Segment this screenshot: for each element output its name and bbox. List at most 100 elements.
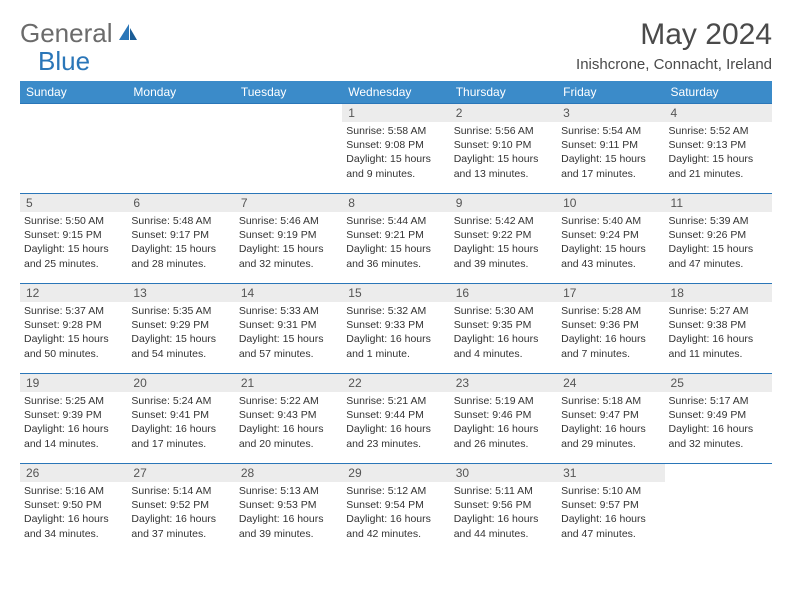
logo-text-1: General xyxy=(20,18,113,49)
day-number: 8 xyxy=(342,194,449,212)
empty-cell xyxy=(127,104,234,194)
day-cell: 8Sunrise: 5:44 AMSunset: 9:21 PMDaylight… xyxy=(342,194,449,284)
day-cell: 20Sunrise: 5:24 AMSunset: 9:41 PMDayligh… xyxy=(127,374,234,464)
day-info: Sunrise: 5:46 AMSunset: 9:19 PMDaylight:… xyxy=(235,212,342,275)
day-cell: 25Sunrise: 5:17 AMSunset: 9:49 PMDayligh… xyxy=(665,374,772,464)
day-number: 11 xyxy=(665,194,772,212)
day-cell: 24Sunrise: 5:18 AMSunset: 9:47 PMDayligh… xyxy=(557,374,664,464)
day-number: 24 xyxy=(557,374,664,392)
empty-cell xyxy=(20,104,127,194)
day-cell: 5Sunrise: 5:50 AMSunset: 9:15 PMDaylight… xyxy=(20,194,127,284)
logo-text-2: Blue xyxy=(38,46,90,77)
day-number: 19 xyxy=(20,374,127,392)
day-cell: 31Sunrise: 5:10 AMSunset: 9:57 PMDayligh… xyxy=(557,464,664,554)
day-cell: 19Sunrise: 5:25 AMSunset: 9:39 PMDayligh… xyxy=(20,374,127,464)
day-cell: 12Sunrise: 5:37 AMSunset: 9:28 PMDayligh… xyxy=(20,284,127,374)
day-cell: 1Sunrise: 5:58 AMSunset: 9:08 PMDaylight… xyxy=(342,104,449,194)
day-info: Sunrise: 5:28 AMSunset: 9:36 PMDaylight:… xyxy=(557,302,664,365)
day-info: Sunrise: 5:27 AMSunset: 9:38 PMDaylight:… xyxy=(665,302,772,365)
calendar-body: 1Sunrise: 5:58 AMSunset: 9:08 PMDaylight… xyxy=(20,104,772,554)
weekday-header: Sunday xyxy=(20,81,127,104)
day-cell: 17Sunrise: 5:28 AMSunset: 9:36 PMDayligh… xyxy=(557,284,664,374)
day-info: Sunrise: 5:11 AMSunset: 9:56 PMDaylight:… xyxy=(450,482,557,545)
day-number: 5 xyxy=(20,194,127,212)
day-number: 26 xyxy=(20,464,127,482)
page-title: May 2024 xyxy=(640,18,772,52)
day-number: 16 xyxy=(450,284,557,302)
day-info: Sunrise: 5:58 AMSunset: 9:08 PMDaylight:… xyxy=(342,122,449,185)
day-number: 20 xyxy=(127,374,234,392)
day-info: Sunrise: 5:30 AMSunset: 9:35 PMDaylight:… xyxy=(450,302,557,365)
day-cell: 4Sunrise: 5:52 AMSunset: 9:13 PMDaylight… xyxy=(665,104,772,194)
day-cell: 13Sunrise: 5:35 AMSunset: 9:29 PMDayligh… xyxy=(127,284,234,374)
empty-cell xyxy=(235,104,342,194)
day-number: 3 xyxy=(557,104,664,122)
day-info: Sunrise: 5:32 AMSunset: 9:33 PMDaylight:… xyxy=(342,302,449,365)
day-number: 2 xyxy=(450,104,557,122)
day-info: Sunrise: 5:24 AMSunset: 9:41 PMDaylight:… xyxy=(127,392,234,455)
day-number: 30 xyxy=(450,464,557,482)
day-info: Sunrise: 5:19 AMSunset: 9:46 PMDaylight:… xyxy=(450,392,557,455)
day-cell: 14Sunrise: 5:33 AMSunset: 9:31 PMDayligh… xyxy=(235,284,342,374)
day-info: Sunrise: 5:37 AMSunset: 9:28 PMDaylight:… xyxy=(20,302,127,365)
calendar-table: SundayMondayTuesdayWednesdayThursdayFrid… xyxy=(20,81,772,554)
day-info: Sunrise: 5:44 AMSunset: 9:21 PMDaylight:… xyxy=(342,212,449,275)
day-cell: 23Sunrise: 5:19 AMSunset: 9:46 PMDayligh… xyxy=(450,374,557,464)
day-number: 12 xyxy=(20,284,127,302)
day-number: 18 xyxy=(665,284,772,302)
day-info: Sunrise: 5:48 AMSunset: 9:17 PMDaylight:… xyxy=(127,212,234,275)
day-cell: 26Sunrise: 5:16 AMSunset: 9:50 PMDayligh… xyxy=(20,464,127,554)
calendar-row: 1Sunrise: 5:58 AMSunset: 9:08 PMDaylight… xyxy=(20,104,772,194)
calendar-row: 26Sunrise: 5:16 AMSunset: 9:50 PMDayligh… xyxy=(20,464,772,554)
day-number: 4 xyxy=(665,104,772,122)
day-number: 17 xyxy=(557,284,664,302)
calendar-row: 19Sunrise: 5:25 AMSunset: 9:39 PMDayligh… xyxy=(20,374,772,464)
logo: General xyxy=(20,18,139,49)
weekday-header: Saturday xyxy=(665,81,772,104)
day-cell: 16Sunrise: 5:30 AMSunset: 9:35 PMDayligh… xyxy=(450,284,557,374)
day-number: 27 xyxy=(127,464,234,482)
day-number: 28 xyxy=(235,464,342,482)
day-number: 21 xyxy=(235,374,342,392)
day-info: Sunrise: 5:16 AMSunset: 9:50 PMDaylight:… xyxy=(20,482,127,545)
day-cell: 10Sunrise: 5:40 AMSunset: 9:24 PMDayligh… xyxy=(557,194,664,284)
day-info: Sunrise: 5:12 AMSunset: 9:54 PMDaylight:… xyxy=(342,482,449,545)
day-cell: 29Sunrise: 5:12 AMSunset: 9:54 PMDayligh… xyxy=(342,464,449,554)
day-number: 9 xyxy=(450,194,557,212)
day-cell: 28Sunrise: 5:13 AMSunset: 9:53 PMDayligh… xyxy=(235,464,342,554)
weekday-header: Thursday xyxy=(450,81,557,104)
location-subtitle: Inishcrone, Connacht, Ireland xyxy=(20,56,772,73)
day-number: 29 xyxy=(342,464,449,482)
day-cell: 3Sunrise: 5:54 AMSunset: 9:11 PMDaylight… xyxy=(557,104,664,194)
day-info: Sunrise: 5:22 AMSunset: 9:43 PMDaylight:… xyxy=(235,392,342,455)
sail-icon xyxy=(117,18,139,49)
day-info: Sunrise: 5:54 AMSunset: 9:11 PMDaylight:… xyxy=(557,122,664,185)
day-number: 13 xyxy=(127,284,234,302)
day-cell: 30Sunrise: 5:11 AMSunset: 9:56 PMDayligh… xyxy=(450,464,557,554)
day-number: 15 xyxy=(342,284,449,302)
day-info: Sunrise: 5:35 AMSunset: 9:29 PMDaylight:… xyxy=(127,302,234,365)
day-number: 31 xyxy=(557,464,664,482)
weekday-header: Tuesday xyxy=(235,81,342,104)
weekday-header: Wednesday xyxy=(342,81,449,104)
day-cell: 2Sunrise: 5:56 AMSunset: 9:10 PMDaylight… xyxy=(450,104,557,194)
day-info: Sunrise: 5:25 AMSunset: 9:39 PMDaylight:… xyxy=(20,392,127,455)
day-info: Sunrise: 5:33 AMSunset: 9:31 PMDaylight:… xyxy=(235,302,342,365)
day-info: Sunrise: 5:56 AMSunset: 9:10 PMDaylight:… xyxy=(450,122,557,185)
day-number: 7 xyxy=(235,194,342,212)
day-cell: 6Sunrise: 5:48 AMSunset: 9:17 PMDaylight… xyxy=(127,194,234,284)
day-number: 23 xyxy=(450,374,557,392)
day-number: 10 xyxy=(557,194,664,212)
day-info: Sunrise: 5:10 AMSunset: 9:57 PMDaylight:… xyxy=(557,482,664,545)
day-info: Sunrise: 5:14 AMSunset: 9:52 PMDaylight:… xyxy=(127,482,234,545)
weekday-header: Friday xyxy=(557,81,664,104)
day-cell: 7Sunrise: 5:46 AMSunset: 9:19 PMDaylight… xyxy=(235,194,342,284)
day-number: 1 xyxy=(342,104,449,122)
weekday-header: Monday xyxy=(127,81,234,104)
day-info: Sunrise: 5:13 AMSunset: 9:53 PMDaylight:… xyxy=(235,482,342,545)
day-cell: 15Sunrise: 5:32 AMSunset: 9:33 PMDayligh… xyxy=(342,284,449,374)
empty-cell xyxy=(665,464,772,554)
day-number: 6 xyxy=(127,194,234,212)
day-cell: 27Sunrise: 5:14 AMSunset: 9:52 PMDayligh… xyxy=(127,464,234,554)
day-info: Sunrise: 5:17 AMSunset: 9:49 PMDaylight:… xyxy=(665,392,772,455)
